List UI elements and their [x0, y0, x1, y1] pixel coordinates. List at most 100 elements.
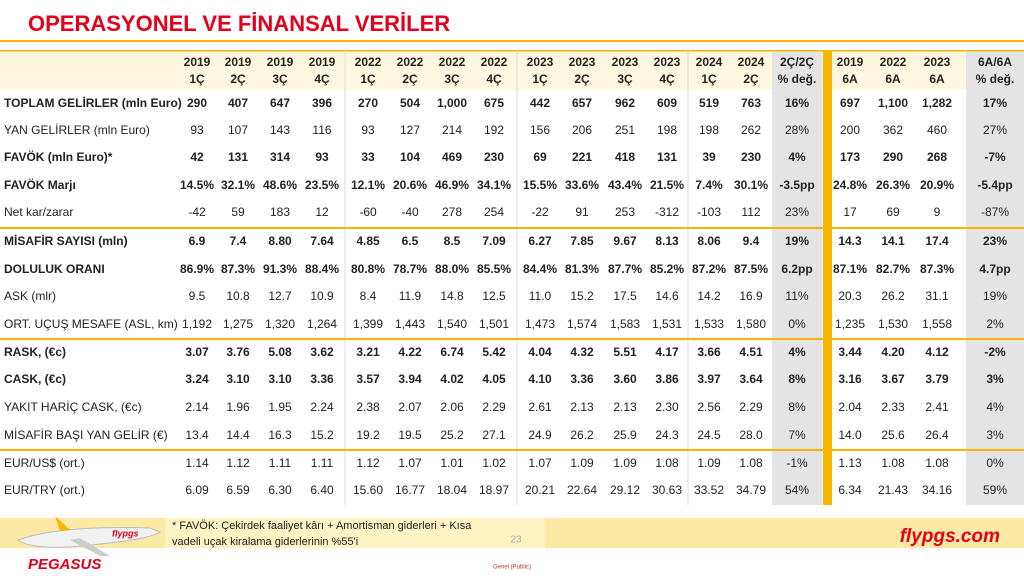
- cell: 2.33: [881, 400, 905, 414]
- cell: 1,583: [610, 317, 640, 331]
- group-rule: [0, 338, 1024, 340]
- cell: 251: [615, 123, 635, 137]
- row-label: EUR/TRY (ort.): [4, 483, 85, 497]
- footnote: vadeli uçak kiralama giderlerinin %55'i: [172, 536, 358, 548]
- cell: 2.29: [739, 400, 763, 414]
- cell: -1%: [786, 456, 808, 470]
- classification: Genel (Public): [493, 565, 531, 571]
- column-header: 2019: [267, 55, 294, 69]
- cell: 5.08: [268, 345, 292, 359]
- cell: 12.7: [268, 289, 292, 303]
- column-header: 2Ç: [574, 72, 590, 86]
- cell: 18.04: [437, 483, 467, 497]
- cell: 88.4%: [305, 262, 339, 276]
- column-header: 1Ç: [360, 72, 376, 86]
- cell: 82.7%: [876, 262, 910, 276]
- column-header: 4Ç: [314, 72, 330, 86]
- cell: 1,320: [265, 317, 295, 331]
- column-header: 2Ç/2Ç: [780, 55, 814, 69]
- cell: 143: [270, 123, 290, 137]
- cell: 3.67: [881, 372, 905, 386]
- cell: 1.07: [528, 456, 552, 470]
- cell: 7%: [788, 428, 806, 442]
- cell: -7%: [984, 150, 1006, 164]
- cell: 86.9%: [180, 262, 214, 276]
- cell: 25.6: [881, 428, 905, 442]
- cell: 1,000: [437, 96, 467, 110]
- cell: 609: [657, 96, 677, 110]
- cell: -22: [531, 205, 549, 219]
- cell: 2.04: [838, 400, 862, 414]
- change-col-bg: [772, 50, 822, 505]
- cell: -2%: [984, 345, 1006, 359]
- cell: 26.2: [881, 289, 905, 303]
- cell: 2.13: [570, 400, 594, 414]
- cell: 647: [270, 96, 290, 110]
- cell: 14.3: [838, 234, 862, 248]
- cell: 30.1%: [734, 178, 768, 192]
- cell: 2.30: [655, 400, 679, 414]
- cell: -42: [188, 205, 206, 219]
- cell: 1,558: [922, 317, 952, 331]
- cell: 6.9: [189, 234, 206, 248]
- cell: 3.64: [739, 372, 763, 386]
- cell: 8.80: [268, 234, 292, 248]
- cell: 8.4: [360, 289, 377, 303]
- row-label: YAKIT HARİÇ CASK, (€c): [4, 400, 142, 414]
- cell: 1.01: [440, 456, 464, 470]
- column-header: 2023: [924, 55, 951, 69]
- cell: 7.4: [230, 234, 247, 248]
- cell: 91.3%: [263, 262, 297, 276]
- cell: 14.2: [697, 289, 721, 303]
- cell: 13.4: [185, 428, 209, 442]
- cell: 16.77: [395, 483, 425, 497]
- cell: 4%: [788, 150, 806, 164]
- cell: 87.5%: [734, 262, 768, 276]
- cell: 1.12: [226, 456, 250, 470]
- cell: 48.6%: [263, 178, 297, 192]
- cell: 11%: [785, 289, 808, 303]
- group-rule: [0, 449, 1024, 451]
- cell: 1.95: [268, 400, 292, 414]
- cell: 3.76: [226, 345, 250, 359]
- cell: 3.16: [838, 372, 862, 386]
- cell: 88.0%: [435, 262, 469, 276]
- cell: 78.7%: [393, 262, 427, 276]
- cell: 192: [484, 123, 504, 137]
- cell: 21.43: [878, 483, 908, 497]
- cell: 31.1: [925, 289, 949, 303]
- cell: 28%: [785, 123, 809, 137]
- cell: 675: [484, 96, 504, 110]
- column-header: 3Ç: [617, 72, 633, 86]
- cell: 3.60: [613, 372, 637, 386]
- cell: 2%: [986, 317, 1004, 331]
- cell: 0%: [986, 456, 1004, 470]
- cell: 1.08: [655, 456, 679, 470]
- cell: 2.24: [310, 400, 334, 414]
- column-header: 4Ç: [486, 72, 502, 86]
- row-label: DOLULUK ORANI: [4, 262, 105, 276]
- cell: 763: [741, 96, 761, 110]
- cell: 15.60: [353, 483, 383, 497]
- cell: 34.79: [736, 483, 766, 497]
- column-header: 2022: [397, 55, 424, 69]
- cell: 4.85: [356, 234, 380, 248]
- column-header: 1Ç: [532, 72, 548, 86]
- cell: 25.9: [613, 428, 637, 442]
- cell: 9.67: [613, 234, 637, 248]
- row-label: MİSAFİR BAŞI YAN GELİR (€): [4, 428, 168, 442]
- cell: 6.40: [310, 483, 334, 497]
- cell: 3.10: [268, 372, 292, 386]
- cell: 69: [886, 205, 900, 219]
- cell: 18.97: [479, 483, 509, 497]
- cell: 1.07: [398, 456, 422, 470]
- cell: 87.3%: [221, 262, 255, 276]
- cell: 290: [883, 150, 903, 164]
- cell: 16.9: [739, 289, 763, 303]
- cell: 1,264: [307, 317, 337, 331]
- row-label: ASK (mlr): [4, 289, 56, 303]
- table: 2019 1Ç 2019 2Ç 2019 3Ç 2019 4Ç 2022 1Ç 2022 2Ç 2022…: [0, 50, 1024, 505]
- column-header: 3Ç: [272, 72, 288, 86]
